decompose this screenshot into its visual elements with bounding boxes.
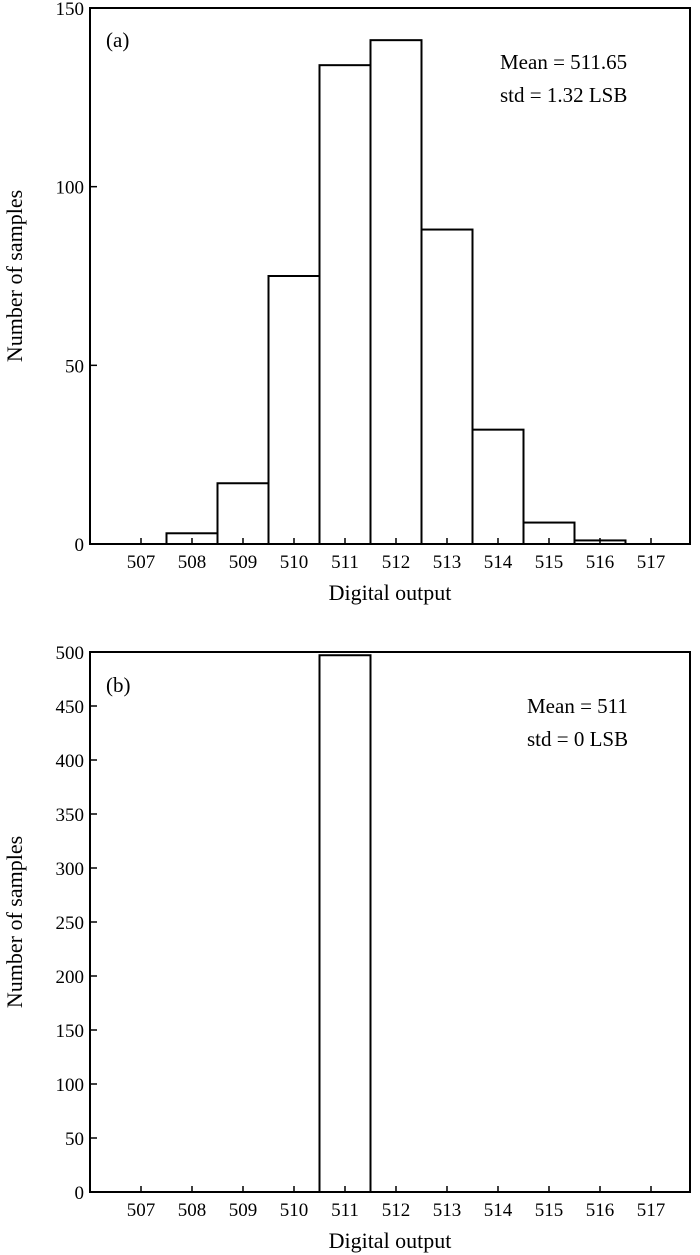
- plot-frame: [89, 7, 691, 545]
- x-tick-label: 511: [331, 1200, 359, 1221]
- x-tick-label: 514: [484, 1200, 513, 1221]
- panel-label: (b): [106, 673, 131, 697]
- x-tick-label: 516: [586, 552, 615, 573]
- stats-annotation: Mean = 511.65: [500, 50, 627, 74]
- x-tick-label: 507: [127, 552, 156, 573]
- x-tick-label: 508: [178, 552, 207, 573]
- x-tick-label: 515: [535, 1200, 564, 1221]
- y-tick-label: 200: [56, 967, 85, 988]
- y-tick-label: 500: [56, 643, 85, 664]
- stats-annotation: std = 0 LSB: [527, 727, 628, 751]
- stats-annotation: std = 1.32 LSB: [500, 83, 627, 107]
- panel-label: (a): [106, 28, 129, 52]
- y-tick-label: 150: [56, 0, 85, 20]
- x-axis-label: Digital output: [329, 1228, 452, 1253]
- panel-a: 0 50 100 150 507 508 509 510 511 512 513 514 515 516 5…: [2, 0, 691, 605]
- y-tick-label: 50: [65, 356, 84, 377]
- x-tick-label: 508: [178, 1200, 207, 1221]
- x-tick-label: 507: [127, 1200, 156, 1221]
- x-tick-label: 515: [535, 552, 564, 573]
- y-axis-label: Number of samples: [2, 836, 27, 1008]
- bar-511: [318, 654, 372, 1193]
- x-tick-label: 512: [382, 552, 411, 573]
- x-tick-label: 509: [229, 552, 258, 573]
- x-tick-label: 512: [382, 1200, 411, 1221]
- y-tick-label: 150: [56, 1021, 85, 1042]
- x-tick-label: 510: [280, 1200, 309, 1221]
- bar-509: [216, 482, 270, 545]
- x-tick-label: 513: [433, 552, 462, 573]
- x-tick-label: 516: [586, 1200, 615, 1221]
- y-tick-label: 100: [56, 178, 85, 199]
- bar-513: [420, 228, 474, 545]
- x-tick-label: 517: [637, 1200, 666, 1221]
- y-tick-label: 250: [56, 913, 85, 934]
- x-tick-label: 510: [280, 552, 309, 573]
- x-axis-label: Digital output: [329, 580, 452, 605]
- y-tick-label: 100: [56, 1075, 85, 1096]
- bar-510: [267, 275, 321, 545]
- stats-annotation: Mean = 511: [527, 694, 628, 718]
- bar-512: [369, 39, 423, 545]
- y-tick-label: 450: [56, 697, 85, 718]
- y-tick-label: 0: [75, 535, 85, 556]
- bar-511: [318, 64, 372, 545]
- x-tick-label: 514: [484, 552, 513, 573]
- y-tick-label: 0: [75, 1183, 85, 1204]
- x-tick-label: 513: [433, 1200, 462, 1221]
- x-tick-label: 517: [637, 552, 666, 573]
- y-axis-label: Number of samples: [2, 190, 27, 362]
- y-tick-label: 50: [65, 1129, 84, 1150]
- x-tick-label: 511: [331, 552, 359, 573]
- panel-b: 0 50 100 150 200 250 300 350 400 450 500 507 508 509 5…: [2, 643, 691, 1253]
- y-tick-label: 300: [56, 859, 85, 880]
- x-tick-label: 509: [229, 1200, 258, 1221]
- bar-514: [471, 428, 525, 545]
- y-tick-label: 350: [56, 805, 85, 826]
- y-tick-label: 400: [56, 751, 85, 772]
